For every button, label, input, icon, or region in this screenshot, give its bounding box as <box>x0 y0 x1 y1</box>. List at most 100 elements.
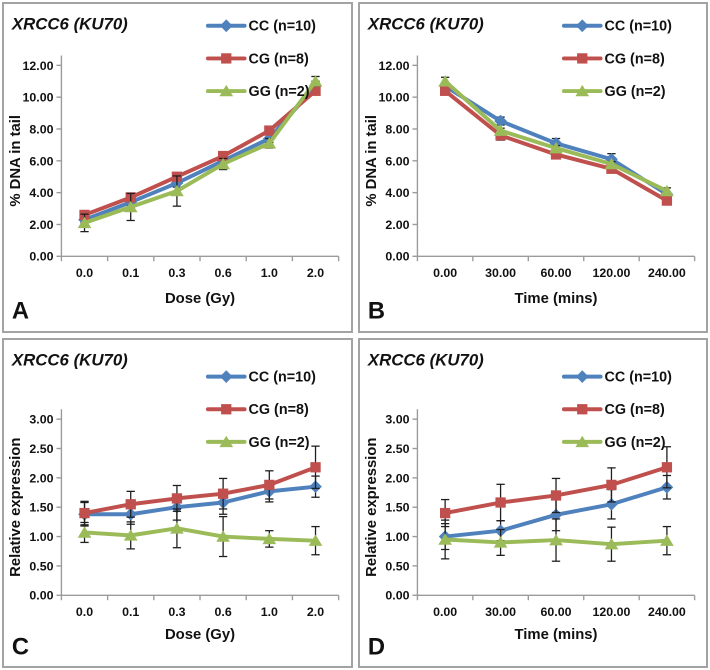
chart-panel-c: 0.00 0.50 1.00 1.50 2.00 2.50 3.00 0.0 0.1 0.3 0.6… <box>2 337 353 668</box>
chart-c: 0.00 0.50 1.00 1.50 2.00 2.50 3.00 0.0 0.1 0.3 0.6… <box>8 350 340 660</box>
y-tick-label: 2.50 <box>29 441 53 455</box>
triangle-marker <box>548 533 563 545</box>
series-line <box>82 84 318 222</box>
square-marker <box>661 195 672 206</box>
x-tick-label: 0.6 <box>215 266 232 280</box>
y-tick-label: 2.50 <box>385 441 409 455</box>
chart-d: 0.00 0.50 1.00 1.50 2.00 2.50 3.00 0.00 30.00 60.… <box>363 350 695 660</box>
x-tick-label: 30.00 <box>485 605 516 619</box>
legend: CC (n=10) CG (n=8) GG (n=2) <box>205 369 317 450</box>
y-tick-label: 2.00 <box>29 471 53 485</box>
x-tick-label: 2.0 <box>307 605 324 619</box>
chart-panel-a: 0.00 2.00 4.00 6.00 8.00 10.00 12.00 0.0 0.1 0.3 0… <box>2 2 353 333</box>
legend-label: CG (n=8) <box>604 402 664 418</box>
square-marker <box>171 492 183 504</box>
x-tick-label: 60.00 <box>540 266 571 280</box>
y-axis-title: % DNA in tail <box>8 115 24 207</box>
y-tick-label: 4.00 <box>29 186 53 200</box>
triangle-marker <box>170 521 184 534</box>
square-marker <box>79 507 90 518</box>
triangle-marker <box>123 200 138 213</box>
square-marker <box>125 498 136 509</box>
x-axis-title: Time (mins) <box>514 291 597 307</box>
series-gg <box>77 75 323 233</box>
y-tick-label: 0.00 <box>385 588 409 602</box>
x-tick-label: 0.00 <box>433 605 457 619</box>
triangle-marker <box>216 157 230 170</box>
y-axis-title: % DNA in tail <box>363 115 379 207</box>
triangle-marker <box>437 532 452 545</box>
series-gg <box>77 507 323 557</box>
x-tick-label: 120.00 <box>592 605 630 619</box>
triangle-marker <box>308 75 323 87</box>
square-marker <box>264 125 275 136</box>
triangle-marker <box>77 525 92 538</box>
chart-title: XRCC6 (KU70) <box>366 350 483 369</box>
x-tick-label: 30.00 <box>485 266 516 280</box>
axes <box>56 55 340 262</box>
series-gg <box>437 75 674 197</box>
y-tick-label: 0.50 <box>385 559 409 573</box>
square-marker <box>605 479 617 490</box>
triangle-marker <box>77 216 92 229</box>
y-tick-label: 0.00 <box>385 250 409 264</box>
y-tick-label: 6.00 <box>29 154 53 168</box>
legend: CC (n=10) CG (n=8) GG (n=2) <box>561 19 672 100</box>
panel-letter: C <box>12 633 29 660</box>
y-axis-title: Relative expression <box>363 437 379 576</box>
y-tick-label: 12.00 <box>378 59 409 73</box>
legend-label: CC (n=10) <box>249 369 317 385</box>
triangle-marker <box>493 535 507 548</box>
y-tick-label: 3.00 <box>385 412 409 426</box>
y-tick-label: 6.00 <box>385 154 409 168</box>
x-tick-label: 120.00 <box>592 266 630 280</box>
triangle-marker <box>659 534 674 546</box>
series-cc <box>78 474 322 527</box>
triangle-marker <box>262 137 277 149</box>
legend-diamond-marker <box>575 19 589 33</box>
y-tick-label: 8.00 <box>29 122 53 136</box>
series-line <box>82 484 318 516</box>
legend-label: CC (n=10) <box>604 19 672 35</box>
panel-letter: D <box>367 633 384 660</box>
legend-triangle-marker <box>219 84 234 97</box>
legend-label: GG (n=2) <box>604 434 665 450</box>
y-tick-label: 10.00 <box>23 91 54 105</box>
legend-label: CG (n=8) <box>604 51 664 67</box>
square-marker <box>310 85 321 96</box>
chart-title: XRCC6 (KU70) <box>11 350 128 369</box>
triangle-marker <box>170 184 184 197</box>
legend-label: GG (n=2) <box>604 84 665 100</box>
y-tick-label: 0.50 <box>29 559 53 573</box>
legend-diamond-marker <box>219 19 233 33</box>
square-marker <box>494 496 506 508</box>
x-tick-label: 0.1 <box>122 266 139 280</box>
panel-letter: B <box>367 298 384 325</box>
tick-labels: 0.00 0.50 1.00 1.50 2.00 2.50 3.00 0.00 30.00 60.… <box>385 412 685 618</box>
axes <box>411 55 695 262</box>
triangle-marker <box>659 184 674 197</box>
series-cg <box>79 445 321 525</box>
triangle-marker <box>308 534 323 546</box>
legend-triangle-marker <box>574 84 589 97</box>
legend-square-marker <box>221 53 232 64</box>
x-axis-title: Dose (Gy) <box>165 626 235 642</box>
square-marker <box>439 507 450 518</box>
y-tick-label: 8.00 <box>385 122 409 136</box>
y-tick-label: 2.00 <box>385 471 409 485</box>
x-tick-label: 0.3 <box>168 266 185 280</box>
square-marker <box>439 85 450 96</box>
y-tick-label: 2.00 <box>385 218 409 232</box>
legend-label: GG (n=2) <box>249 84 310 100</box>
triangle-marker <box>548 141 563 154</box>
chart-b: 0.00 2.00 4.00 6.00 8.00 10.00 12.00 0.00 30.00 6… <box>363 15 695 325</box>
series-cg <box>79 85 321 221</box>
square-marker <box>264 479 275 490</box>
panel-letter: A <box>12 298 29 325</box>
legend-square-marker <box>576 403 587 414</box>
y-axis-title: Relative expression <box>8 437 24 576</box>
y-tick-label: 3.00 <box>29 412 53 426</box>
y-tick-label: 0.00 <box>29 588 53 602</box>
tick-labels: 0.00 2.00 4.00 6.00 8.00 10.00 12.00 0.0 0.1 0.3 0… <box>23 59 325 280</box>
